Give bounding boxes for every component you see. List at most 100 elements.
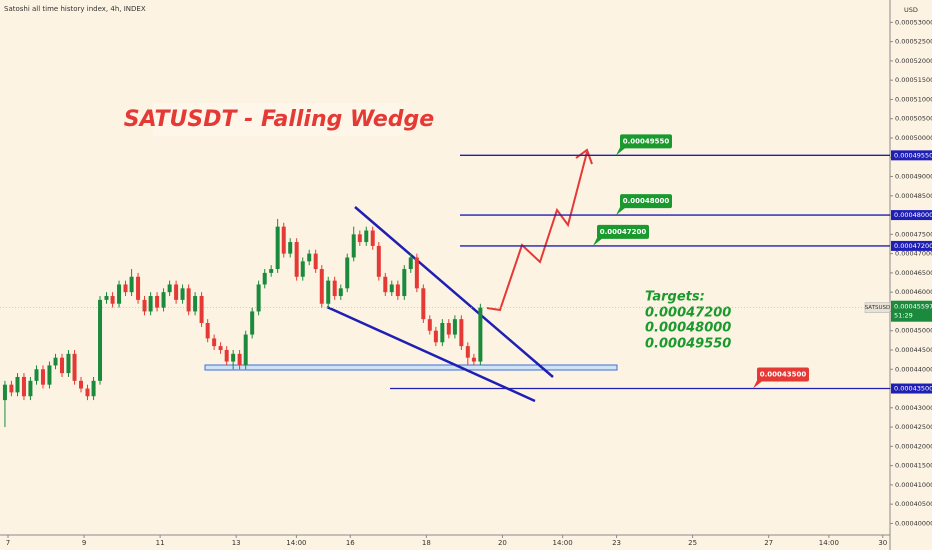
candle-body — [471, 357, 476, 362]
candle-body — [129, 276, 134, 293]
candle-body — [161, 292, 166, 308]
level-axis-box — [891, 150, 932, 161]
y-tick-label: 0.00041500 — [895, 462, 932, 470]
level-tag-label: 0.00043500 — [760, 371, 807, 379]
level-axis-box — [891, 383, 932, 394]
candle-body — [376, 245, 381, 277]
level-tag-pointer — [616, 207, 626, 216]
candle-body — [269, 269, 274, 273]
candle-body — [21, 376, 26, 397]
level-axis-label: 0.00048000 — [894, 211, 932, 219]
candle-body — [307, 253, 312, 262]
candle-body — [300, 261, 305, 277]
last-price-box — [891, 300, 932, 322]
y-tick-label: 0.00040000 — [895, 519, 932, 527]
y-tick-label: 0.00052000 — [895, 57, 932, 65]
candle-body — [427, 319, 432, 331]
x-tick-label: 13 — [232, 539, 241, 547]
candle-body — [104, 296, 109, 300]
candle-body — [2, 384, 7, 401]
candle-body — [85, 388, 90, 397]
candle-body — [275, 226, 280, 270]
candle-body — [28, 380, 33, 397]
x-tick-label: 16 — [346, 539, 355, 547]
level-axis-label: 0.00047200 — [894, 242, 932, 250]
candle-body — [357, 234, 362, 243]
level-tag — [597, 224, 649, 239]
candle-body — [351, 234, 356, 258]
x-tick-label: 30 — [878, 539, 887, 547]
currency-label: USD — [904, 6, 918, 14]
candle-body — [91, 380, 96, 397]
targets-title: Targets: — [645, 290, 705, 305]
candle-body — [186, 288, 191, 312]
y-tick-label: 0.00048500 — [895, 192, 932, 200]
x-tick-label: 11 — [156, 539, 165, 547]
candle-body — [383, 276, 388, 293]
candle-body — [110, 296, 115, 304]
candle-body — [142, 299, 147, 312]
y-tick-label: 0.00046500 — [895, 269, 932, 277]
level-tag-pointer — [593, 237, 603, 246]
target-line: 0.00047200 — [645, 306, 731, 321]
y-tick-label: 0.00049000 — [895, 173, 932, 181]
title-box — [153, 103, 405, 136]
symbol-label: SATSUSD — [865, 305, 891, 311]
level-tag-label: 0.00048000 — [623, 197, 670, 205]
y-tick-label: 0.00042000 — [895, 442, 932, 450]
candle-body — [250, 311, 255, 335]
target-line: 0.00049550 — [645, 337, 731, 352]
y-tick-label: 0.00043000 — [895, 404, 932, 412]
x-tick-label: 18 — [422, 539, 431, 547]
candle-body — [98, 299, 103, 381]
candle-body — [47, 365, 52, 385]
targets-text: Targets: 0.00047200 0.00048000 0.0004955… — [645, 290, 731, 352]
candle-body — [243, 334, 248, 366]
candle-body — [281, 226, 286, 254]
candle-body — [237, 353, 242, 366]
x-tick-label: 14:00 — [286, 539, 306, 547]
y-tick-label: 0.00047500 — [895, 230, 932, 238]
candle-body — [34, 369, 39, 381]
x-tick-label: 23 — [612, 539, 621, 547]
x-tick-label: 14:00 — [819, 539, 839, 547]
candle-body — [364, 230, 369, 243]
y-tick-label: 0.00047000 — [895, 250, 932, 258]
candle-body — [59, 357, 64, 374]
candle-body — [288, 242, 293, 254]
candle-body — [180, 288, 185, 300]
candle-body — [332, 280, 337, 297]
y-tick-label: 0.00051000 — [895, 95, 932, 103]
candle-body — [414, 257, 419, 289]
candle-body — [294, 242, 299, 277]
candle-body — [231, 353, 236, 362]
candle-body — [205, 323, 210, 339]
candle-body — [174, 284, 179, 300]
candle-body — [402, 269, 407, 297]
level-axis-box — [891, 240, 932, 251]
level-axis-label: 0.00049550 — [894, 151, 932, 159]
y-tick-label: 0.00040500 — [895, 500, 932, 508]
candle-body — [408, 257, 413, 270]
last-price-label: 0.00045597 — [894, 303, 932, 311]
candle-body — [345, 257, 350, 289]
x-tick-label: 20 — [498, 539, 507, 547]
y-tick-label: 0.00053000 — [895, 18, 932, 26]
candle-body — [338, 288, 343, 297]
level-tag-pointer — [616, 147, 626, 156]
target-line: 0.00048000 — [645, 321, 731, 336]
candle-body — [465, 346, 470, 358]
candle-body — [433, 330, 438, 343]
candle-body — [40, 369, 45, 385]
candle-body — [395, 284, 400, 297]
level-tag — [620, 134, 672, 149]
candle-body — [224, 349, 229, 362]
candle-body — [389, 284, 394, 293]
y-tick-label: 0.00046000 — [895, 288, 932, 296]
source-label: Satoshi all time history index, 4h, INDE… — [4, 5, 146, 13]
level-tag — [757, 367, 809, 382]
support-zone — [204, 364, 618, 371]
x-tick-label: 25 — [688, 539, 697, 547]
candle-body — [136, 276, 141, 300]
